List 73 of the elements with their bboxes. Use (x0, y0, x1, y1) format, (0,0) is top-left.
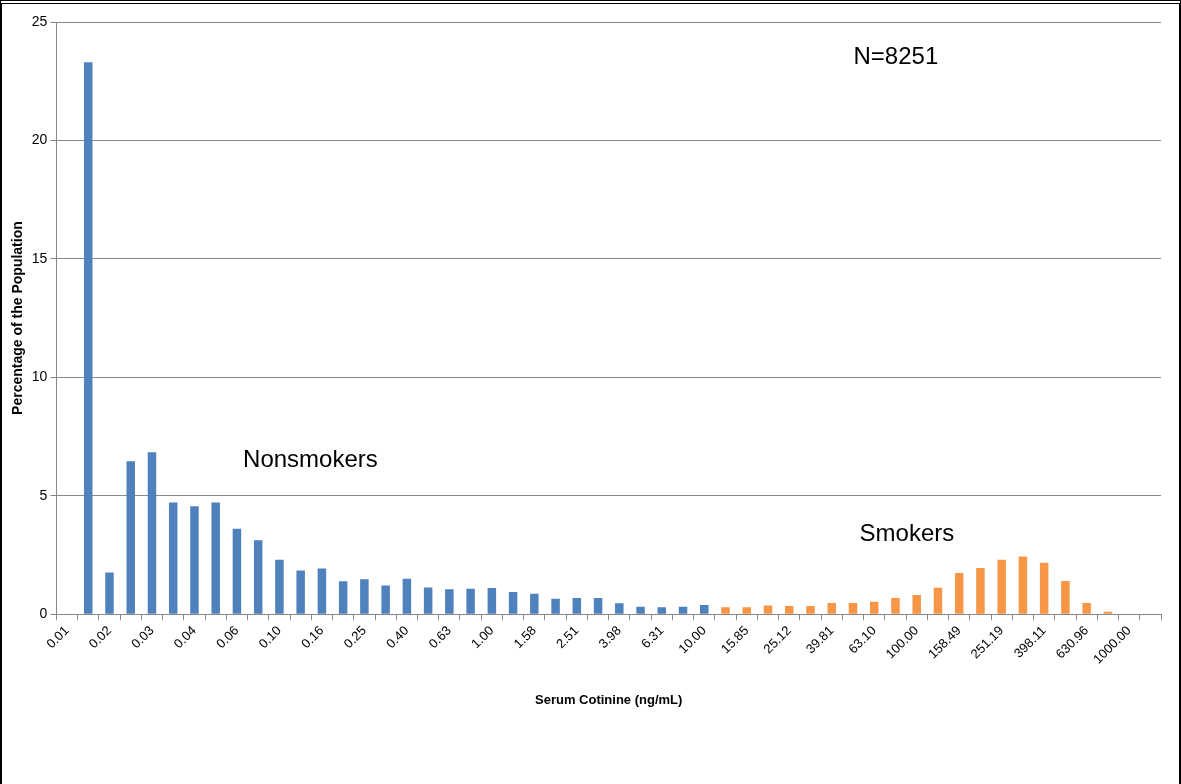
bar (445, 589, 454, 614)
x-tick-label: 0.01 (43, 622, 72, 652)
x-tick-label: 1.58 (510, 622, 539, 652)
bar (83, 62, 93, 614)
x-tick-label: 0.06 (213, 622, 242, 652)
bar (657, 607, 667, 614)
y-tick-label: 5 (39, 486, 48, 503)
bar (742, 607, 752, 614)
bar (190, 506, 199, 614)
bar (572, 598, 582, 614)
y-tick-label: 25 (31, 12, 48, 29)
bar (1018, 556, 1028, 614)
bar (126, 461, 135, 614)
bar (487, 588, 497, 614)
y-tick-label: 15 (31, 249, 48, 266)
x-tick-label: 2.51 (552, 622, 582, 652)
x-tick-label: 0.04 (170, 622, 200, 652)
y-tick-label: 20 (31, 131, 48, 148)
x-tick-label: 0.10 (255, 622, 285, 652)
bar (827, 603, 836, 614)
annotation: N=8251 (853, 42, 939, 70)
bar (954, 572, 964, 614)
x-tick-label: 0.16 (298, 622, 327, 652)
bar (147, 452, 157, 614)
bar (338, 581, 348, 614)
x-tick-label: 6.31 (637, 622, 667, 652)
bar (785, 606, 794, 614)
bar (168, 502, 178, 614)
bar (530, 593, 539, 614)
bar (997, 559, 1006, 614)
bar (402, 578, 412, 614)
bar (360, 579, 369, 614)
y-axis-title: Percentage of the Population (9, 221, 26, 415)
bar (381, 585, 390, 614)
x-tick-label: 1.00 (468, 622, 497, 652)
x-axis-title: Serum Cotinine (ng/mL) (535, 691, 683, 707)
bar (296, 570, 305, 614)
bar (806, 606, 815, 614)
x-tick-label: 0.02 (85, 622, 115, 652)
y-tick-label: 10 (31, 368, 48, 385)
bar (891, 598, 900, 614)
bar (317, 568, 327, 614)
series-label: Nonsmokers (243, 444, 378, 472)
bar (912, 594, 921, 614)
bar (976, 567, 985, 614)
bar (678, 606, 688, 614)
bar (105, 572, 114, 614)
bar (869, 601, 879, 614)
bar (615, 603, 624, 614)
bar (508, 591, 518, 614)
bar (232, 528, 242, 614)
bar (1039, 562, 1049, 614)
bar (848, 603, 858, 614)
bar (700, 604, 709, 614)
bar (593, 598, 603, 614)
bar (933, 587, 943, 614)
series-label: Smokers (859, 518, 955, 546)
x-tick-label: 0.40 (383, 622, 412, 652)
x-tick-label: 0.03 (128, 622, 157, 652)
bar (763, 605, 773, 614)
bar (1082, 603, 1091, 614)
x-tick-label: 3.98 (595, 622, 624, 652)
bar (423, 587, 433, 614)
bar (636, 606, 645, 614)
bar (551, 598, 560, 614)
bar (275, 559, 284, 614)
y-tick-label: 0 (39, 605, 48, 621)
bar (211, 502, 220, 614)
bar (466, 588, 475, 614)
bar (1061, 580, 1070, 614)
bar (721, 607, 730, 614)
x-tick-label: 0.63 (425, 622, 455, 652)
bar (253, 540, 263, 614)
